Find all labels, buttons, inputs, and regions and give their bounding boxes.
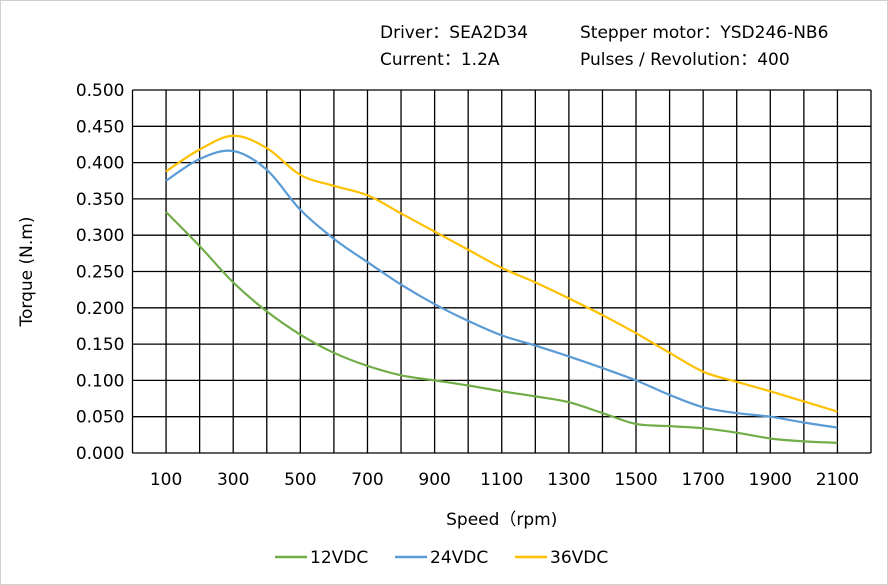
y-tick-label: 0.050 — [76, 408, 125, 428]
x-tick-label: 1700 — [682, 470, 725, 490]
legend-label-36vdc: 36VDC — [550, 548, 608, 568]
y-tick-label: 0.250 — [76, 263, 125, 283]
y-tick-label: 0.350 — [76, 190, 125, 210]
x-tick-label: 2100 — [816, 470, 859, 490]
y-tick-label: 0.450 — [76, 117, 125, 137]
x-tick-label: 100 — [150, 470, 182, 490]
legend-label-24vdc: 24VDC — [430, 548, 488, 568]
series-line-36vdc — [165, 134, 838, 413]
driver-label: Driver：SEA2D34 — [380, 23, 529, 43]
y-tick-label: 0.000 — [76, 444, 125, 464]
series-line-24vdc — [165, 149, 838, 429]
pulses-label: Pulses / Revolution：400 — [580, 50, 790, 70]
y-tick-label: 0.150 — [76, 335, 125, 355]
x-tick-label: 1500 — [614, 470, 657, 490]
x-tick-label: 1900 — [749, 470, 792, 490]
x-tick-label: 500 — [284, 470, 316, 490]
y-tick-label: 0.500 — [76, 81, 125, 101]
x-tick-label: 300 — [217, 470, 249, 490]
x-tick-label: 1300 — [547, 470, 590, 490]
series-line-12vdc — [165, 211, 838, 444]
x-tick-label: 700 — [351, 470, 383, 490]
legend-label-12vdc: 12VDC — [310, 548, 368, 568]
motor-label: Stepper motor：YSD246-NB6 — [580, 23, 829, 43]
x-tick-label: 1100 — [480, 470, 523, 490]
y-axis-label: Torque (N.m) — [17, 217, 37, 328]
y-tick-label: 0.100 — [76, 371, 125, 391]
y-tick-label: 0.300 — [76, 226, 125, 246]
current-label: Current：1.2A — [380, 50, 500, 70]
y-tick-label: 0.400 — [76, 154, 125, 174]
y-tick-label: 0.200 — [76, 299, 125, 319]
x-tick-label: 900 — [418, 470, 450, 490]
x-axis-label: Speed（rpm) — [446, 510, 557, 530]
